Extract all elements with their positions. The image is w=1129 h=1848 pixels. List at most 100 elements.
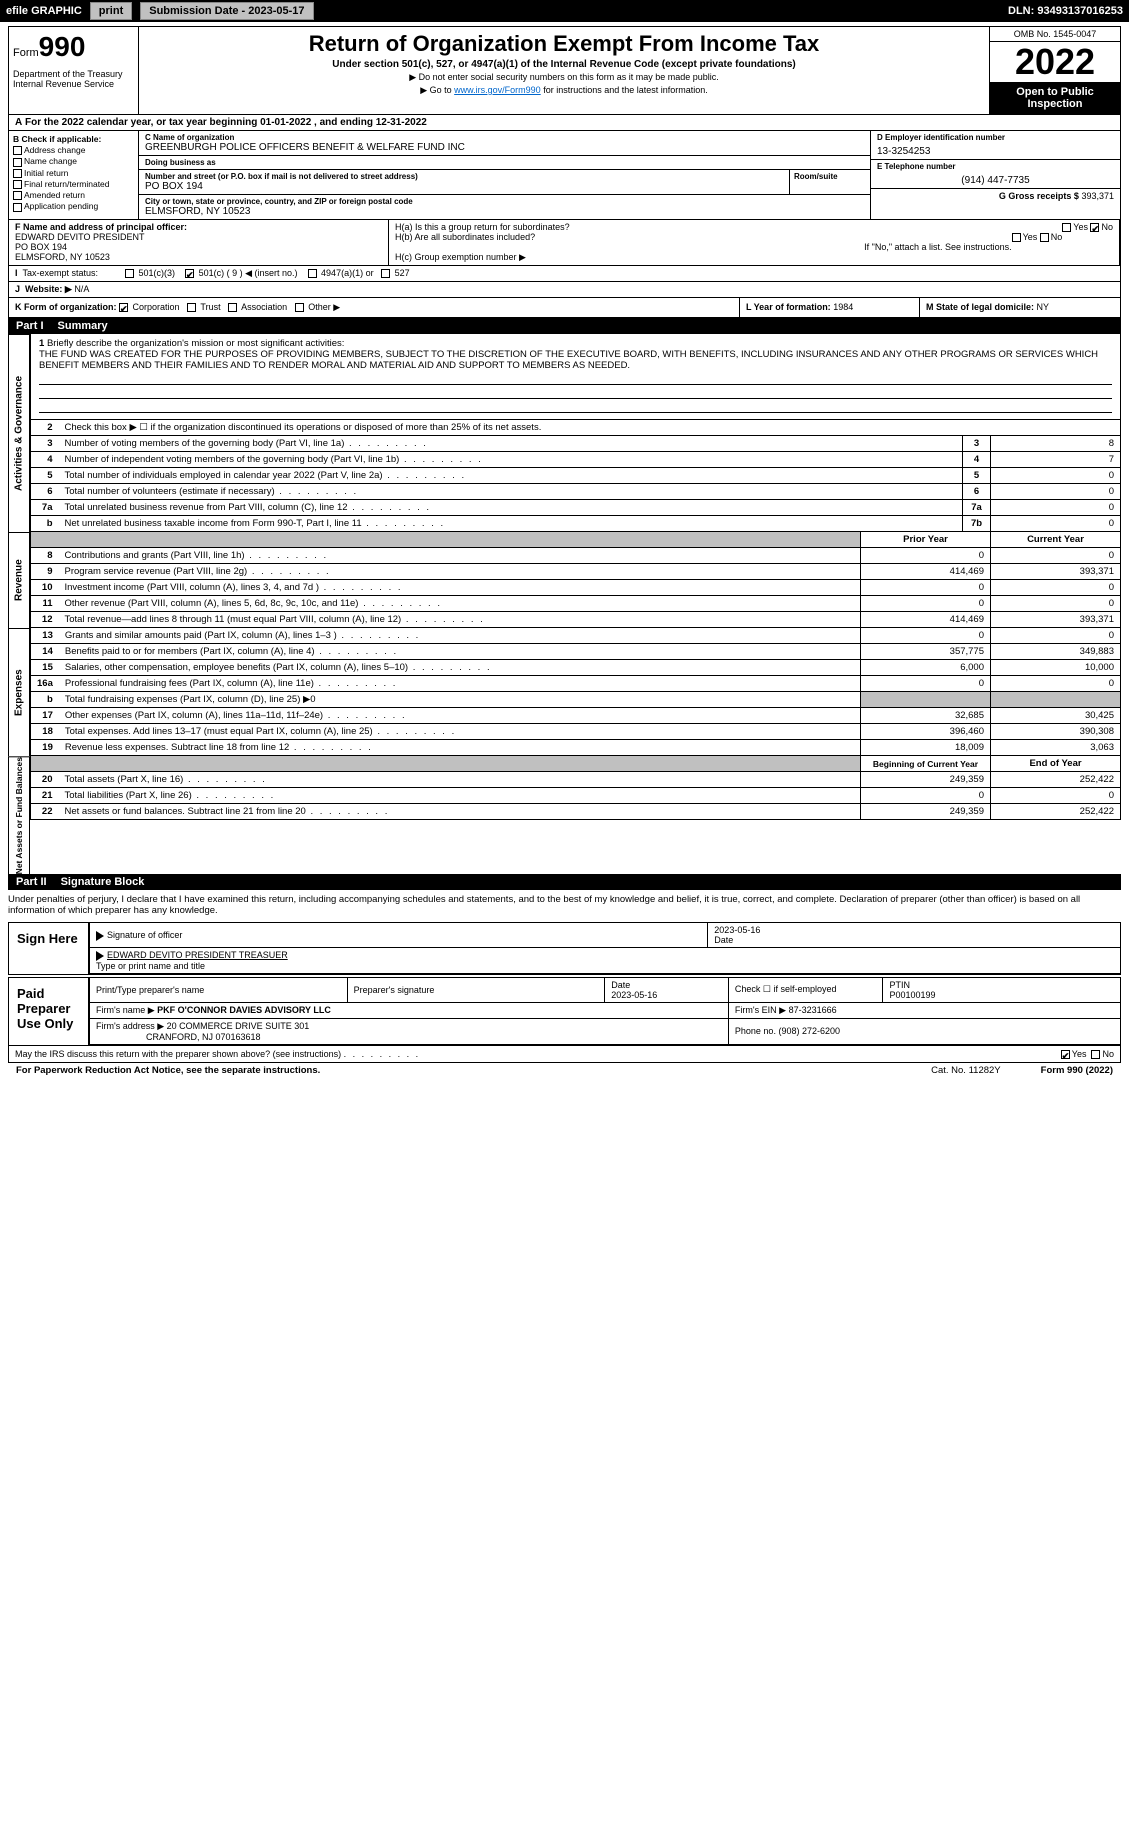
phone-label: E Telephone number [877, 162, 1114, 171]
firm-addr: 20 COMMERCE DRIVE SUITE 301 [167, 1021, 310, 1031]
addr-label: Number and street (or P.O. box if mail i… [145, 172, 783, 181]
domicile-label: M State of legal domicile: [926, 302, 1034, 312]
cat-no: Cat. No. 11282Y [931, 1065, 1001, 1076]
chk-amended[interactable] [13, 191, 22, 200]
domicile-value: NY [1037, 302, 1050, 312]
ha-yesno: Yes No [1062, 222, 1113, 232]
submission-date: Submission Date - 2023-05-17 [140, 2, 313, 20]
box-b-label: B Check if applicable: [13, 134, 101, 144]
form-990: 990 [39, 31, 86, 62]
paid-table: Print/Type preparer's name Preparer's si… [89, 978, 1120, 1045]
mission-line [39, 373, 1112, 385]
table-row: 4Number of independent voting members of… [31, 452, 1121, 468]
chk-initial[interactable] [13, 169, 22, 178]
opt-address: Address change [13, 145, 134, 155]
mission-line [39, 387, 1112, 399]
box-f: F Name and address of principal officer:… [9, 220, 389, 265]
discuss-yes-checked[interactable] [1061, 1050, 1070, 1059]
table-row: 17Other expenses (Part IX, column (A), l… [31, 708, 1121, 724]
chk-pending[interactable] [13, 203, 22, 212]
table-row: 3Number of voting members of the governi… [31, 436, 1121, 452]
row-fh: F Name and address of principal officer:… [8, 220, 1121, 266]
box-c: C Name of organization GREENBURGH POLICE… [139, 131, 870, 219]
table-row: 18Total expenses. Add lines 13–17 (must … [31, 724, 1121, 740]
hb-label: H(b) Are all subordinates included? [395, 232, 535, 242]
expenses-section: Expenses 13Grants and similar amounts pa… [8, 628, 1121, 756]
table-row: 21Total liabilities (Part X, line 26)00 [31, 788, 1121, 804]
chk-final[interactable] [13, 180, 22, 189]
prep-date: 2023-05-16 [611, 990, 657, 1000]
table-row: 15Salaries, other compensation, employee… [31, 660, 1121, 676]
omb-number: OMB No. 1545-0047 [990, 27, 1120, 42]
table-row: 8Contributions and grants (Part VIII, li… [31, 548, 1121, 564]
dept-treasury: Department of the TreasuryInternal Reven… [13, 69, 134, 89]
ein-value: 13-3254253 [877, 146, 1114, 157]
year-formed: 1984 [833, 302, 853, 312]
mission-text: THE FUND WAS CREATED FOR THE PURPOSES OF… [39, 349, 1098, 371]
table-row: 2Check this box ▶ ☐ if the organization … [31, 420, 1121, 436]
chk-address[interactable] [13, 146, 22, 155]
irs-link[interactable]: www.irs.gov/Form990 [454, 85, 541, 95]
discuss-row: May the IRS discuss this return with the… [8, 1046, 1121, 1063]
print-button[interactable]: print [90, 2, 132, 20]
form-label: Form [13, 47, 39, 59]
hb-note: If "No," attach a list. See instructions… [395, 242, 1113, 252]
prep-sig-hdr: Preparer's signature [347, 978, 605, 1003]
entity-box: B Check if applicable: Address change Na… [8, 131, 1121, 220]
opt-final: Final return/terminated [13, 179, 134, 189]
hb-yesno: Yes No [1012, 232, 1063, 242]
phone-value: (914) 447-7735 [877, 175, 1114, 186]
firm-name: PKF O'CONNOR DAVIES ADVISORY LLC [157, 1005, 331, 1015]
form-title: Return of Organization Exempt From Incom… [147, 31, 981, 57]
table-row: 7aTotal unrelated business revenue from … [31, 500, 1121, 516]
website-label: Website: ▶ [25, 284, 72, 294]
ha-no-checked[interactable] [1090, 223, 1099, 232]
part2-num: Part II [16, 876, 47, 888]
officer-addr1: PO BOX 194 [15, 242, 67, 252]
officer-name: EDWARD DEVITO PRESIDENT [15, 232, 145, 242]
box-k: K Form of organization: Corporation Trus… [9, 298, 740, 317]
paid-label: Paid Preparer Use Only [9, 978, 89, 1045]
arrow-icon [96, 951, 104, 961]
arrow-icon [96, 931, 104, 941]
gross-label: G Gross receipts $ [999, 191, 1079, 201]
opt-amended: Amended return [13, 190, 134, 200]
header-left: Form990 Department of the TreasuryIntern… [9, 27, 139, 114]
opt-name: Name change [13, 156, 134, 166]
part2-title: Signature Block [61, 876, 145, 888]
line-a: A For the 2022 calendar year, or tax yea… [8, 115, 1121, 131]
501c9-checked[interactable] [185, 269, 194, 278]
year-formed-label: L Year of formation: [746, 302, 831, 312]
sign-here-label: Sign Here [9, 923, 89, 974]
officer-label: F Name and address of principal officer: [15, 222, 187, 232]
chk-name[interactable] [13, 158, 22, 167]
prep-name-hdr: Print/Type preparer's name [90, 978, 348, 1003]
form-ref: Form 990 (2022) [1041, 1065, 1113, 1076]
sig-typename-label: Type or print name and title [96, 961, 205, 971]
sig-date-label: Date [714, 935, 733, 945]
ein-label: D Employer identification number [877, 133, 1114, 142]
box-de: D Employer identification number 13-3254… [870, 131, 1120, 219]
sign-here-block: Sign Here Signature of officer 2023-05-1… [8, 922, 1121, 975]
tax-year: 2022 [990, 42, 1120, 82]
top-bar: efile GRAPHIC print Submission Date - 20… [0, 0, 1129, 22]
expenses-table: 13Grants and similar amounts paid (Part … [30, 628, 1121, 756]
tax-status-label: Tax-exempt status: [23, 268, 99, 278]
table-row: 9Program service revenue (Part VIII, lin… [31, 564, 1121, 580]
link-note: ▶ Go to www.irs.gov/Form990 for instruct… [147, 85, 981, 96]
sig-declaration: Under penalties of perjury, I declare th… [8, 890, 1121, 920]
sig-officer-label: Signature of officer [107, 930, 182, 940]
corp-checked[interactable] [119, 303, 128, 312]
dln-label: DLN: 93493137016253 [1008, 5, 1123, 17]
sig-name: EDWARD DEVITO PRESIDENT TREASUER [107, 950, 288, 960]
org-name: GREENBURGH POLICE OFFICERS BENEFIT & WEL… [145, 142, 864, 153]
public-inspection: Open to Public Inspection [990, 82, 1120, 114]
table-row: 5Total number of individuals employed in… [31, 468, 1121, 484]
table-row: 16aProfessional fundraising fees (Part I… [31, 676, 1121, 692]
netassets-table: Beginning of Current YearEnd of Year20To… [30, 756, 1121, 820]
mission-line [39, 401, 1112, 413]
table-row: 10Investment income (Part VIII, column (… [31, 580, 1121, 596]
table-row: 12Total revenue—add lines 8 through 11 (… [31, 612, 1121, 628]
rev-sidelabel: Revenue [8, 532, 30, 628]
tax-year-range: For the 2022 calendar year, or tax year … [25, 117, 427, 128]
